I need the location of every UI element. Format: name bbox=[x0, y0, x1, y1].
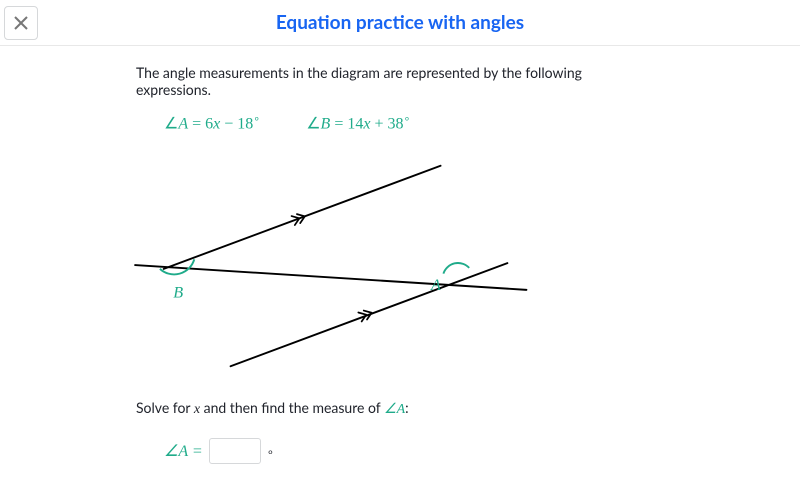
close-button[interactable] bbox=[4, 6, 38, 40]
close-icon bbox=[14, 16, 28, 30]
solve-prompt: Solve for x and then find the measure of… bbox=[136, 399, 660, 418]
expression-row: ∠A = 6x − 18∘ ∠B = 14x + 38∘ bbox=[164, 112, 660, 133]
header: Equation practice with angles bbox=[0, 0, 800, 46]
answer-label: ∠A = bbox=[164, 441, 203, 461]
degree-symbol: ∘ bbox=[267, 444, 275, 459]
line-par2 bbox=[231, 263, 508, 366]
answer-row: ∠A = ∘ bbox=[164, 438, 660, 464]
content: The angle measurements in the diagram ar… bbox=[0, 46, 660, 464]
arc-a bbox=[443, 263, 469, 274]
label-a: A bbox=[430, 276, 441, 294]
prompt-text: The angle measurements in the diagram ar… bbox=[136, 64, 660, 98]
line-par1 bbox=[164, 166, 441, 269]
page-title: Equation practice with angles bbox=[0, 11, 800, 34]
arrow-marker bbox=[292, 212, 307, 225]
arrow-marker bbox=[358, 309, 373, 322]
angle-diagram: BA bbox=[116, 141, 536, 391]
expression-a: ∠A = 6x − 18∘ bbox=[164, 112, 260, 133]
expression-b: ∠B = 14x + 38∘ bbox=[306, 112, 410, 133]
answer-input[interactable] bbox=[209, 438, 261, 464]
label-b: B bbox=[173, 284, 183, 302]
